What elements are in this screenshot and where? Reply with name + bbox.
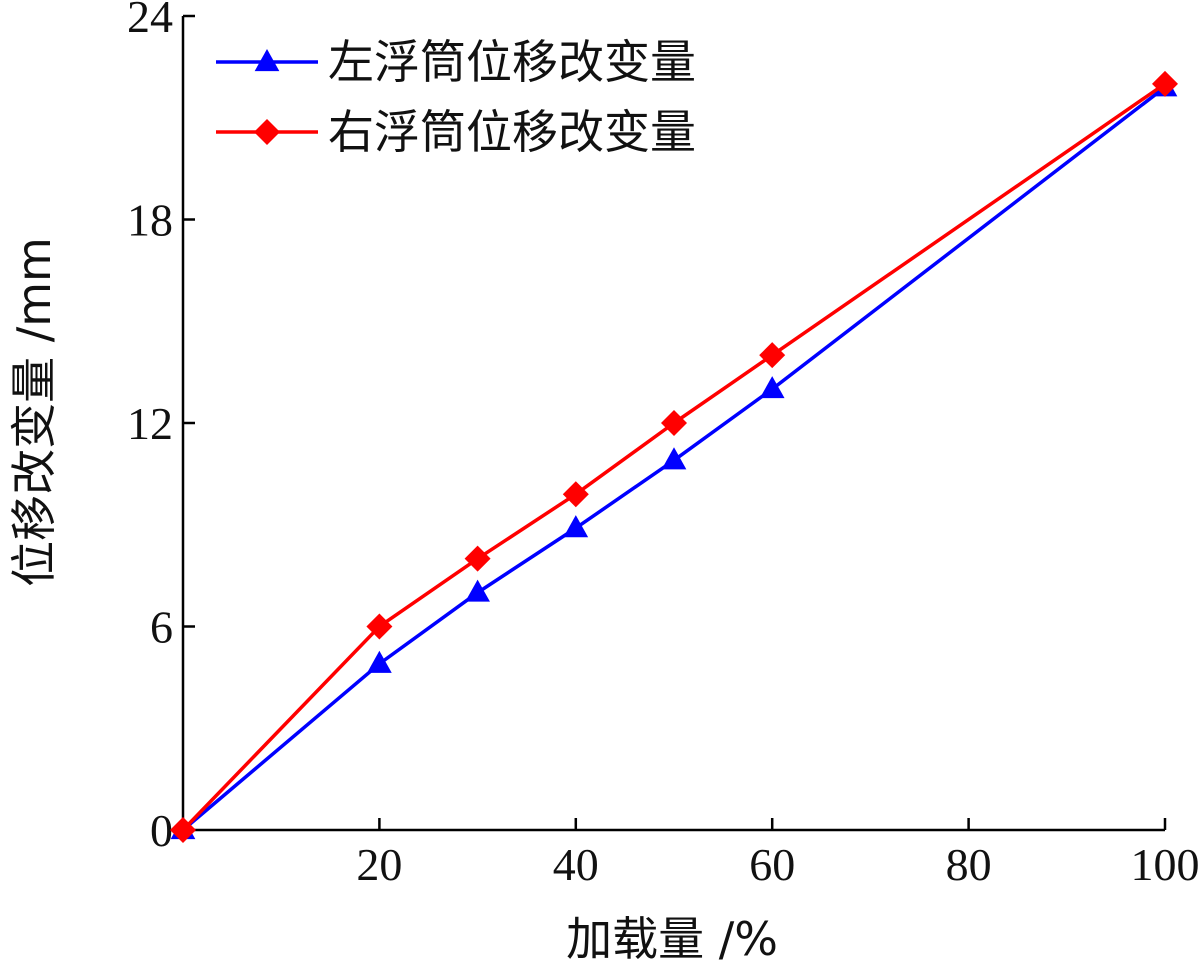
legend-label: 左浮筒位移改变量 (328, 35, 696, 89)
x-tick-label: 80 (946, 839, 992, 890)
data-point (366, 613, 393, 640)
series-1 (170, 74, 1178, 840)
x-tick-label: 60 (749, 839, 795, 890)
x-tick-label: 40 (553, 839, 599, 890)
legend-item: 右浮筒位移改变量 (216, 105, 696, 159)
axes: 0 6 12 18 24 20 40 60 80 100 (127, 0, 1200, 890)
data-point (661, 410, 687, 436)
y-axis-label: 位移改变量 /mm (7, 237, 61, 587)
x-tick-label: 100 (1131, 839, 1200, 890)
y-tick-label: 6 (150, 602, 173, 653)
y-tick-label: 0 (150, 805, 173, 856)
y-tick-label: 18 (127, 195, 173, 246)
series-2 (170, 70, 1178, 843)
y-tick-label: 24 (127, 0, 173, 42)
data-point (759, 342, 786, 369)
data-point (661, 447, 687, 470)
triangle-marker-icon (254, 49, 280, 72)
data-point (367, 650, 392, 673)
x-tick-label: 20 (356, 839, 402, 890)
x-axis-label: 加载量 /% (566, 912, 778, 966)
legend-label: 右浮筒位移改变量 (328, 105, 696, 159)
diamond-marker-icon (254, 119, 280, 145)
data-point (464, 545, 491, 572)
data-point (563, 515, 589, 538)
data-point (1152, 70, 1178, 97)
legend-item: 左浮筒位移改变量 (216, 35, 696, 89)
data-point (170, 817, 196, 843)
series-layer (170, 70, 1178, 843)
data-point (759, 376, 785, 399)
y-tick-label: 12 (127, 398, 173, 449)
data-point (562, 481, 589, 508)
data-point (465, 579, 490, 602)
